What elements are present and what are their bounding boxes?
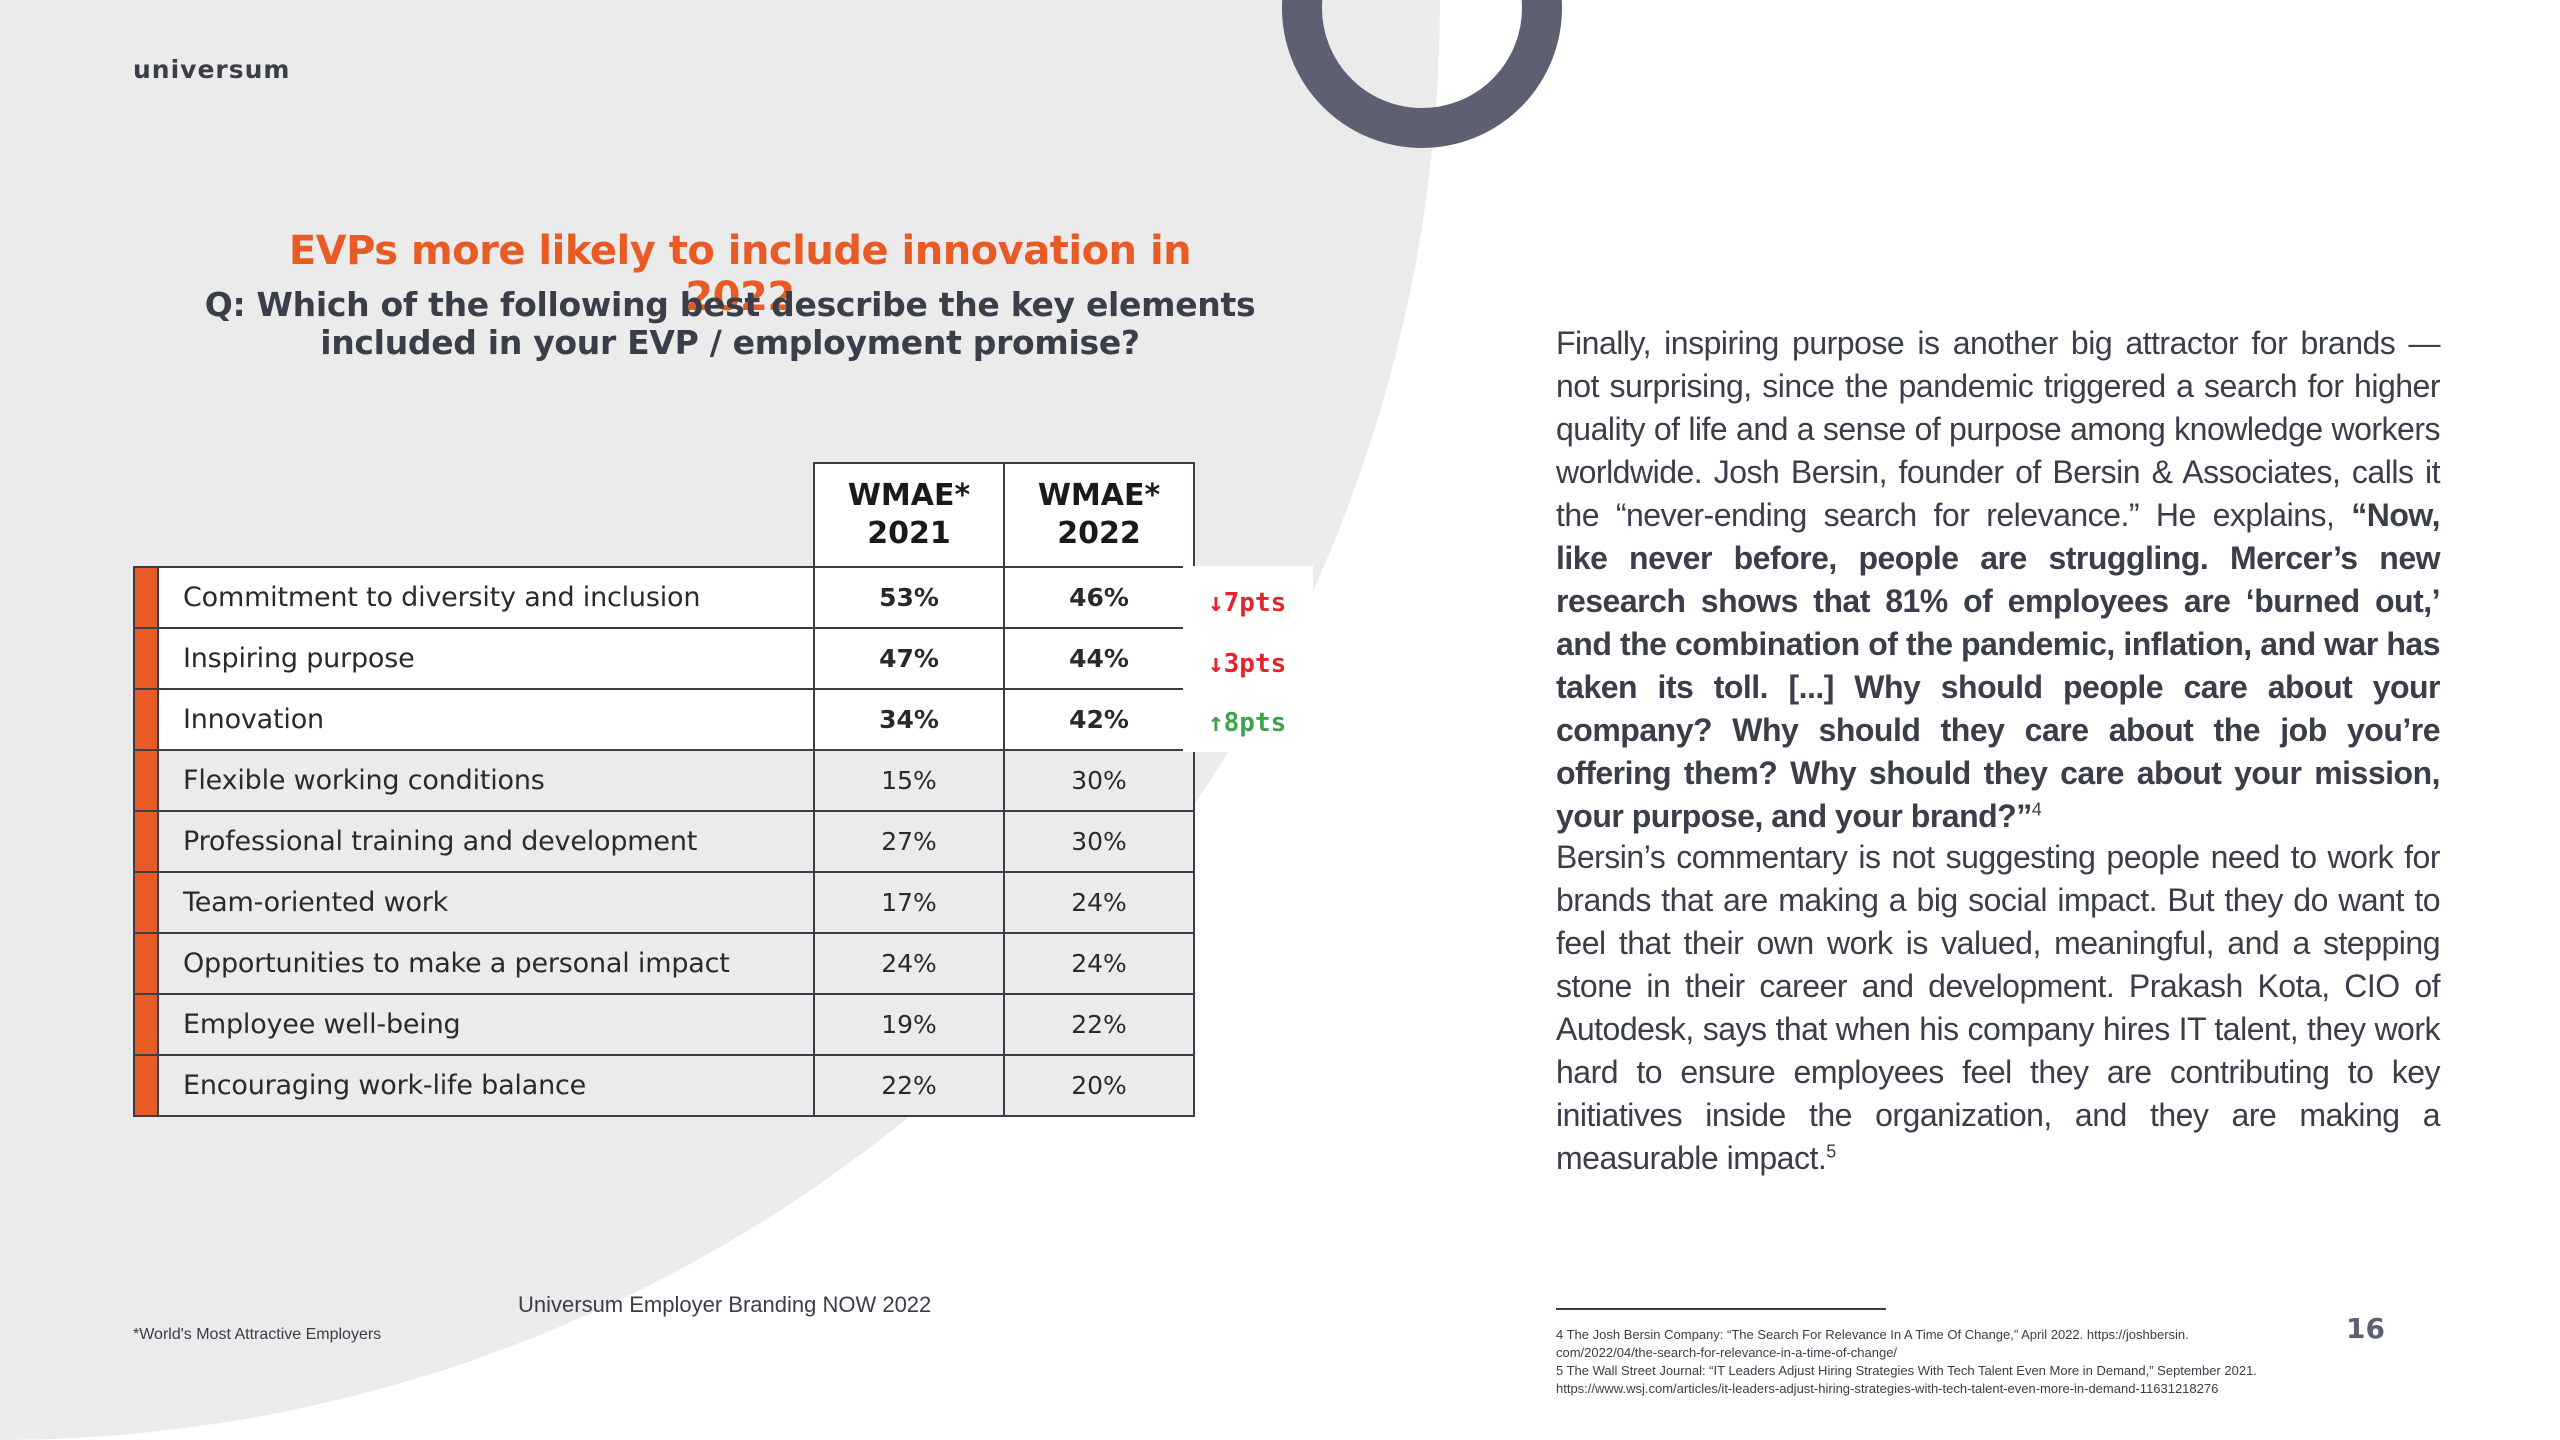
row-label: Inspiring purpose [157, 627, 815, 690]
row-accent-bar [133, 810, 159, 873]
row-label: Team-oriented work [157, 871, 815, 934]
value-2022: 24% [1003, 932, 1195, 995]
survey-question: Q: Which of the following best describe … [204, 285, 1256, 362]
table-row: Innovation 34% 42% [133, 688, 1195, 751]
footnote-references: 4 The Josh Bersin Company: “The Search F… [1556, 1326, 2356, 1398]
value-2022: 42% [1003, 688, 1195, 751]
value-2022: 30% [1003, 749, 1195, 812]
bersin-quote: “Now, like never before, people are stru… [1556, 497, 2441, 834]
table-row: Employee well-being 19% 22% [133, 993, 1195, 1056]
change-purpose: ↓3pts [1208, 649, 1287, 679]
row-accent-bar [133, 627, 159, 690]
change-indicators: ↓7pts ↓3pts ↑8pts [1183, 566, 1313, 752]
value-2021: 22% [813, 1054, 1005, 1117]
value-2022: 24% [1003, 871, 1195, 934]
value-2021: 19% [813, 993, 1005, 1056]
value-2021: 24% [813, 932, 1005, 995]
row-accent-bar [133, 566, 159, 629]
value-2021: 34% [813, 688, 1005, 751]
paragraph-1-text: Finally, inspiring purpose is another bi… [1556, 325, 2441, 533]
table-row: Encouraging work-life balance 22% 20% [133, 1054, 1195, 1117]
table-row: Opportunities to make a personal impact … [133, 932, 1195, 995]
value-2022: 20% [1003, 1054, 1195, 1117]
value-2021: 53% [813, 566, 1005, 629]
row-label: Commitment to diversity and inclusion [157, 566, 815, 629]
paragraph-2-text: Bersin’s commentary is not suggesting pe… [1556, 839, 2441, 1176]
row-accent-bar [133, 688, 159, 751]
footnote-divider [1556, 1308, 1886, 1310]
value-2021: 27% [813, 810, 1005, 873]
row-accent-bar [133, 871, 159, 934]
footnote-ref-4: 4 [2031, 799, 2042, 820]
value-2022: 22% [1003, 993, 1195, 1056]
table-row: Professional training and development 27… [133, 810, 1195, 873]
row-label: Professional training and development [157, 810, 815, 873]
row-label: Employee well-being [157, 993, 815, 1056]
column-header-2022: WMAE* 2022 [1003, 462, 1195, 568]
value-2021: 15% [813, 749, 1005, 812]
row-accent-bar [133, 1054, 159, 1117]
row-accent-bar [133, 993, 159, 1056]
universum-logo: universum [133, 55, 291, 84]
chart-source: Universum Employer Branding NOW 2022 [518, 1292, 932, 1317]
footnote-ref-5: 5 [1826, 1141, 1836, 1162]
table-row: Flexible working conditions 15% 30% [133, 749, 1195, 812]
column-header-2021: WMAE* 2021 [813, 462, 1005, 568]
value-2021: 17% [813, 871, 1005, 934]
change-innovation: ↑8pts [1208, 708, 1287, 738]
value-2022: 30% [1003, 810, 1195, 873]
article-paragraph-1: Finally, inspiring purpose is another bi… [1556, 322, 2441, 838]
row-label: Encouraging work-life balance [157, 1054, 815, 1117]
chart-headline: EVPs more likely to include innovation i… [288, 228, 1192, 320]
reference-line: 4 The Josh Bersin Company: “The Search F… [1556, 1327, 2189, 1342]
value-2022: 46% [1003, 566, 1195, 629]
row-accent-bar [133, 932, 159, 995]
footnote-wmae: *World's Most Attractive Employers [133, 1326, 382, 1343]
row-label: Opportunities to make a personal impact [157, 932, 815, 995]
change-diversity: ↓7pts [1208, 588, 1287, 618]
value-2022: 44% [1003, 627, 1195, 690]
reference-line: 5 The Wall Street Journal: “IT Leaders A… [1556, 1363, 2257, 1378]
row-accent-bar [133, 749, 159, 812]
value-2021: 47% [813, 627, 1005, 690]
reference-line: https://www.wsj.com/articles/it-leaders-… [1556, 1381, 2219, 1396]
table-header-row: WMAE* 2021 WMAE* 2022 [134, 462, 1195, 568]
header-spacer [134, 463, 814, 567]
table-row: Inspiring purpose 47% 44% [133, 627, 1195, 690]
row-label: Innovation [157, 688, 815, 751]
article-paragraph-2: Bersin’s commentary is not suggesting pe… [1556, 836, 2441, 1180]
page-number: 16 [2346, 1312, 2385, 1345]
reference-line: com/2022/04/the-search-for-relevance-in-… [1556, 1345, 1898, 1360]
table-row: Commitment to diversity and inclusion 53… [133, 566, 1195, 629]
evp-elements-table: WMAE* 2021 WMAE* 2022 Commitment to dive… [133, 462, 1195, 1117]
row-label: Flexible working conditions [157, 749, 815, 812]
table-row: Team-oriented work 17% 24% [133, 871, 1195, 934]
